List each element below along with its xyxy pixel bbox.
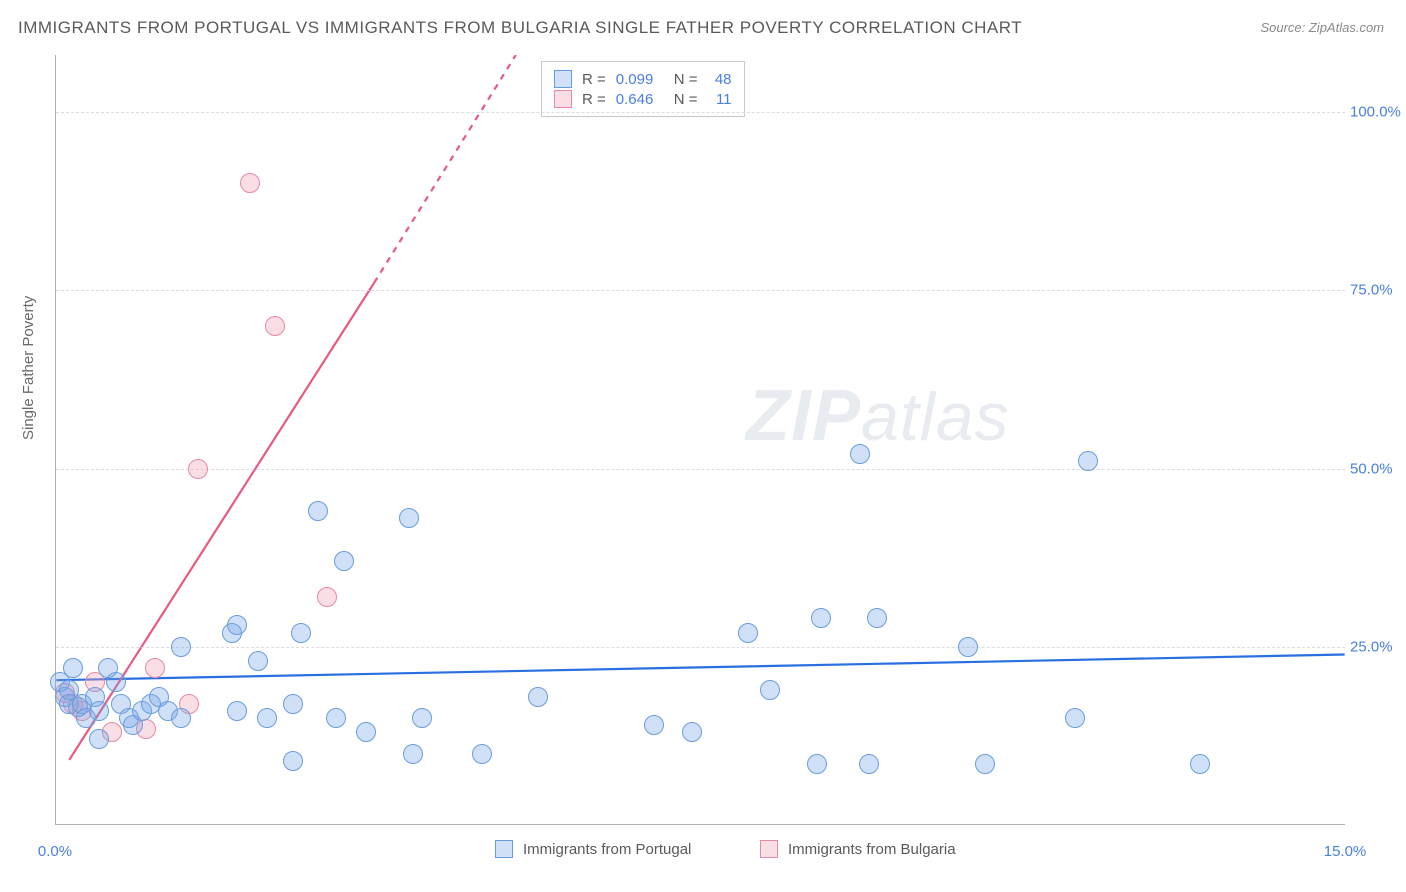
data-point-portugal [1065, 708, 1085, 728]
data-point-bulgaria [188, 459, 208, 479]
data-point-portugal [738, 623, 758, 643]
y-tick-label: 75.0% [1350, 282, 1405, 299]
gridline [56, 290, 1345, 291]
data-point-portugal [248, 651, 268, 671]
data-point-portugal [403, 744, 423, 764]
legend-row-bulgaria: R = 0.646 N = 11 [554, 90, 732, 108]
data-point-portugal [760, 680, 780, 700]
data-point-bulgaria [265, 316, 285, 336]
legend-label-bulgaria: Immigrants from Bulgaria [788, 841, 956, 858]
data-point-portugal [867, 608, 887, 628]
y-tick-label: 50.0% [1350, 460, 1405, 477]
legend-row-portugal: R = 0.099 N = 48 [554, 70, 732, 88]
legend-series-portugal: Immigrants from Portugal [495, 840, 691, 858]
data-point-portugal [291, 623, 311, 643]
legend-series-bulgaria: Immigrants from Bulgaria [760, 840, 956, 858]
gridline [56, 647, 1345, 648]
n-value-bulgaria: 11 [708, 91, 732, 108]
y-axis-title: Single Father Poverty [20, 296, 37, 440]
gridline [56, 469, 1345, 470]
data-point-portugal [308, 501, 328, 521]
x-tick-label: 15.0% [1324, 843, 1367, 860]
data-point-portugal [807, 754, 827, 774]
legend-label-portugal: Immigrants from Portugal [523, 841, 691, 858]
trend-lines-layer [56, 55, 1345, 824]
watermark-zip: ZIP [746, 376, 861, 456]
swatch-bulgaria [554, 90, 572, 108]
swatch-bulgaria-bottom [760, 840, 778, 858]
watermark: ZIPatlas [746, 375, 1010, 457]
data-point-portugal [334, 551, 354, 571]
swatch-portugal [554, 70, 572, 88]
r-label: R = [582, 71, 606, 88]
data-point-portugal [528, 687, 548, 707]
data-point-portugal [326, 708, 346, 728]
data-point-portugal [283, 751, 303, 771]
plot-area: ZIPatlas R = 0.099 N = 48 R = 0.646 N = … [55, 55, 1345, 825]
data-point-bulgaria [317, 587, 337, 607]
legend-statistics: R = 0.099 N = 48 R = 0.646 N = 11 [541, 61, 745, 117]
r-value-portugal: 0.099 [616, 71, 664, 88]
data-point-portugal [1078, 451, 1098, 471]
data-point-portugal [171, 637, 191, 657]
data-point-bulgaria [145, 658, 165, 678]
r-value-bulgaria: 0.646 [616, 91, 664, 108]
gridline [56, 112, 1345, 113]
data-point-portugal [171, 708, 191, 728]
data-point-portugal [412, 708, 432, 728]
data-point-portugal [958, 637, 978, 657]
data-point-portugal [63, 658, 83, 678]
n-label: N = [674, 91, 698, 108]
x-tick-label: 0.0% [38, 843, 72, 860]
data-point-portugal [227, 615, 247, 635]
data-point-portugal [811, 608, 831, 628]
data-point-portugal [227, 701, 247, 721]
data-point-portugal [283, 694, 303, 714]
data-point-portugal [472, 744, 492, 764]
data-point-portugal [1190, 754, 1210, 774]
data-point-portugal [356, 722, 376, 742]
data-point-portugal [257, 708, 277, 728]
n-value-portugal: 48 [708, 71, 732, 88]
y-tick-label: 100.0% [1350, 104, 1405, 121]
y-tick-label: 25.0% [1350, 638, 1405, 655]
data-point-portugal [682, 722, 702, 742]
data-point-portugal [850, 444, 870, 464]
r-label: R = [582, 91, 606, 108]
data-point-portugal [106, 672, 126, 692]
data-point-bulgaria [240, 173, 260, 193]
data-point-portugal [89, 701, 109, 721]
data-point-portugal [975, 754, 995, 774]
swatch-portugal-bottom [495, 840, 513, 858]
chart-title: IMMIGRANTS FROM PORTUGAL VS IMMIGRANTS F… [18, 18, 1022, 38]
n-label: N = [674, 71, 698, 88]
source-attribution: Source: ZipAtlas.com [1260, 20, 1384, 35]
data-point-portugal [399, 508, 419, 528]
data-point-portugal [89, 729, 109, 749]
data-point-portugal [859, 754, 879, 774]
watermark-atlas: atlas [861, 379, 1010, 455]
data-point-portugal [644, 715, 664, 735]
